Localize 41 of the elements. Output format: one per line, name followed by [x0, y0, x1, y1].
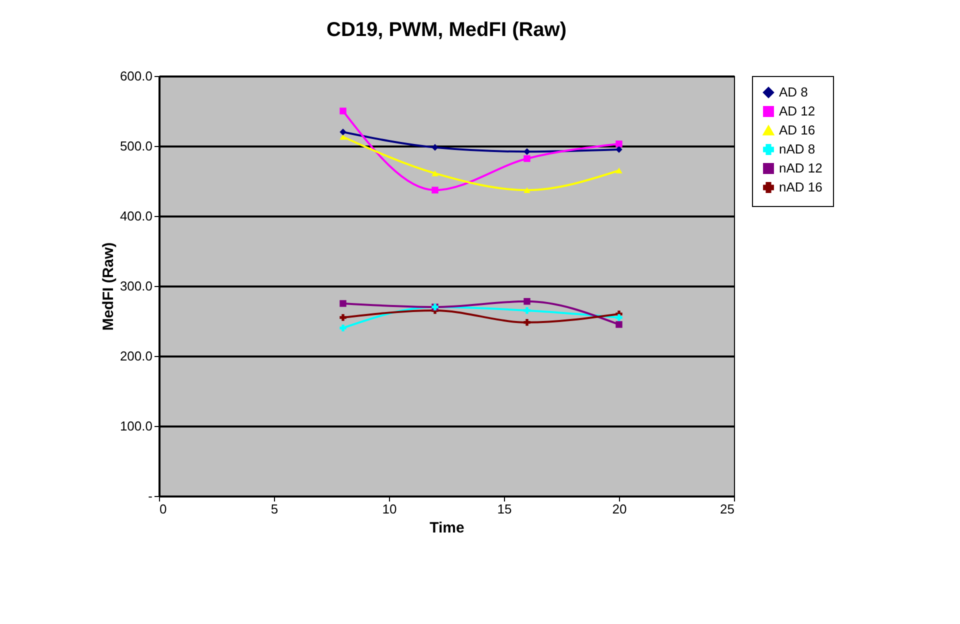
point: [524, 298, 530, 305]
point: [616, 168, 622, 174]
legend-label: AD 12: [779, 104, 816, 118]
point: [616, 146, 622, 153]
y-tick-label: -: [148, 488, 152, 504]
point: [340, 300, 346, 307]
point: [432, 186, 438, 194]
legend-label: nAD 8: [779, 142, 816, 156]
x-tick-label: 15: [497, 502, 512, 516]
point: [340, 314, 346, 321]
point: [340, 324, 346, 332]
y-tick-label: 500.0: [120, 138, 152, 154]
x-axis-title: Time: [430, 520, 464, 536]
legend-label: AD 16: [779, 122, 816, 138]
x-tick-label: 5: [270, 502, 278, 516]
point: [616, 140, 622, 148]
y-tick-label: 400.0: [120, 208, 152, 224]
chart-title: CD19, PWM, MedFI (Raw): [326, 19, 567, 41]
point: [524, 187, 530, 194]
legend-label: nAD 12: [779, 160, 822, 176]
point: [524, 307, 530, 314]
x-tick-label: 10: [382, 502, 397, 516]
point: [432, 144, 438, 151]
legend-label: AD 8: [779, 84, 808, 100]
x-tick-label: 0: [160, 502, 167, 516]
legend-label: nAD 16: [779, 180, 822, 194]
point: [432, 170, 438, 176]
point: [340, 128, 346, 136]
x-tick-label: 20: [612, 502, 627, 516]
y-tick-label: 600.0: [120, 68, 152, 84]
y-tick-label: 100.0: [120, 418, 152, 434]
point: [524, 155, 530, 162]
y-tick-label: 300.0: [120, 278, 152, 294]
y-tick-label: 200.0: [120, 348, 152, 364]
point: [524, 319, 530, 326]
point: [340, 108, 346, 114]
x-tick-label: 25: [720, 502, 734, 516]
point: [524, 148, 530, 155]
point: [616, 314, 622, 321]
y-axis-title: MedFI (Raw): [100, 242, 117, 331]
point: [616, 321, 622, 328]
